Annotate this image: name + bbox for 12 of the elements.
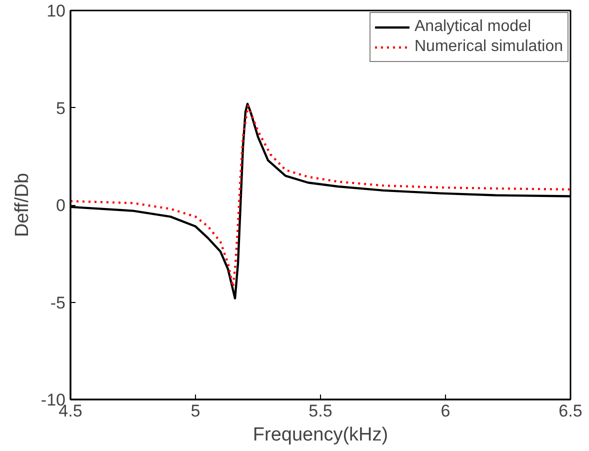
y-axis-title: Deff/Db <box>12 172 33 238</box>
y-tick-label: -5 <box>50 293 66 312</box>
x-tick-label: 6 <box>440 402 450 420</box>
legend-label: Analytical model <box>414 18 531 36</box>
x-tick-label: 6.5 <box>558 402 582 420</box>
x-tick-label: 5.5 <box>308 402 332 420</box>
x-tick-label: 5 <box>190 402 200 420</box>
y-tick-label: 10 <box>46 2 66 20</box>
y-tick-label: 5 <box>56 98 66 118</box>
y-tick-label: 0 <box>56 196 66 215</box>
x-axis-title: Frequency(kHz) <box>252 424 388 446</box>
legend-label: Numerical simulation <box>414 38 563 56</box>
